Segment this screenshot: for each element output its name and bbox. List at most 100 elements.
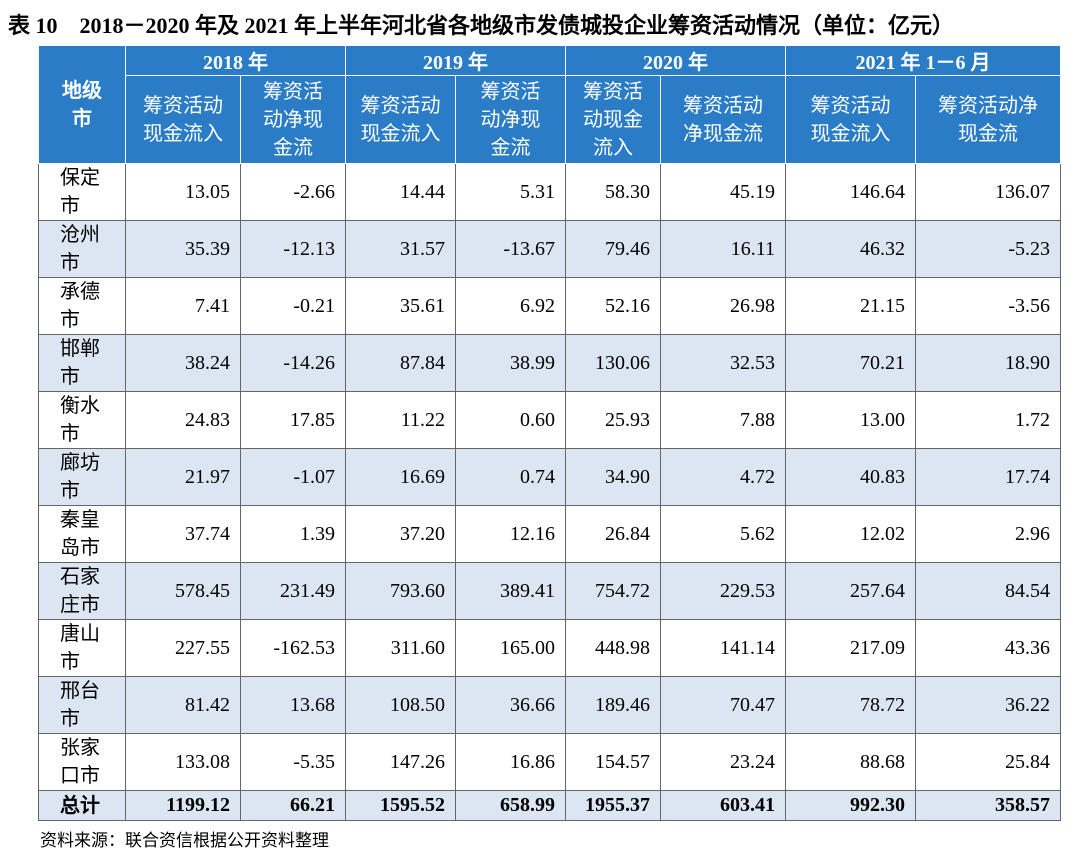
value-cell: 4.72 (660, 448, 786, 506)
value-cell: 227.55 (125, 619, 241, 677)
table-row: 张家口市 133.08 -5.35 147.26 16.86 154.57 23.24 88.… (38, 733, 1061, 791)
sub-header: 筹资活动净现金流 (455, 75, 566, 164)
value-cell: 141.14 (660, 619, 786, 677)
value-cell: -162.53 (240, 619, 346, 677)
value-cell: 7.88 (660, 391, 786, 449)
value-cell: 311.60 (345, 619, 456, 677)
value-cell: 87.84 (345, 334, 456, 392)
table-row: 衡水市 24.83 17.85 11.22 0.60 25.93 7.88 13.00 1.72 (38, 391, 1061, 449)
value-cell: 1.72 (915, 391, 1061, 449)
total-value: 992.30 (785, 790, 916, 821)
city-name: 石家庄市 (60, 566, 100, 616)
city-name: 邢台市 (60, 680, 100, 730)
total-label-cell: 总计 (38, 790, 126, 821)
city-name: 承德市 (60, 281, 100, 331)
year-header: 2020 年 (565, 45, 786, 76)
value-cell: 38.24 (125, 334, 241, 392)
value-cell: 23.24 (660, 733, 786, 791)
city-cell: 邢台市 (38, 676, 126, 734)
header-cell: 地级市 (38, 45, 126, 164)
city-cell: 张家口市 (38, 733, 126, 791)
sub-header-text: 筹资活动现金流入 (583, 80, 643, 159)
value-cell: 2.96 (915, 505, 1061, 563)
value-cell: 34.90 (565, 448, 661, 506)
city-cell: 唐山市 (38, 619, 126, 677)
sub-header-text: 筹资活动净现金流 (938, 94, 1038, 145)
value-cell: 389.41 (455, 562, 566, 620)
city-cell: 石家庄市 (38, 562, 126, 620)
value-cell: -14.26 (240, 334, 346, 392)
year-header: 2021 年 1－6 月 (785, 45, 1061, 76)
value-cell: 0.60 (455, 391, 566, 449)
value-cell: 11.22 (345, 391, 456, 449)
value-cell: 24.83 (125, 391, 241, 449)
value-cell: 70.21 (785, 334, 916, 392)
value-cell: 38.99 (455, 334, 566, 392)
city-cell: 邯郸市 (38, 334, 126, 392)
total-row: 总计 1199.12 66.21 1595.52 658.99 1955.37 603.41… (38, 790, 1061, 821)
value-cell: 36.22 (915, 676, 1061, 734)
value-cell: 6.92 (455, 277, 566, 335)
value-cell: 12.16 (455, 505, 566, 563)
total-value: 1955.37 (565, 790, 661, 821)
value-cell: 37.74 (125, 505, 241, 563)
city-name: 沧州市 (60, 224, 100, 274)
value-cell: 5.31 (455, 163, 566, 221)
value-cell: 5.62 (660, 505, 786, 563)
value-cell: 16.11 (660, 220, 786, 278)
table-row: 承德市 7.41 -0.21 35.61 6.92 52.16 26.98 21.15 -3.5… (38, 277, 1061, 335)
city-cell: 衡水市 (38, 391, 126, 449)
table-row: 廊坊市 21.97 -1.07 16.69 0.74 34.90 4.72 40.83 17.7… (38, 448, 1061, 506)
value-cell: 229.53 (660, 562, 786, 620)
value-cell: 40.83 (785, 448, 916, 506)
year-header: 2018 年 (125, 45, 346, 76)
city-cell: 承德市 (38, 277, 126, 335)
value-cell: -0.21 (240, 277, 346, 335)
value-cell: 793.60 (345, 562, 456, 620)
value-cell: -5.35 (240, 733, 346, 791)
value-cell: 448.98 (565, 619, 661, 677)
value-cell: -12.13 (240, 220, 346, 278)
total-value: 1199.12 (125, 790, 241, 821)
value-cell: 17.74 (915, 448, 1061, 506)
value-cell: 17.85 (240, 391, 346, 449)
value-cell: 578.45 (125, 562, 241, 620)
value-cell: 18.90 (915, 334, 1061, 392)
value-cell: 13.68 (240, 676, 346, 734)
value-cell: 257.64 (785, 562, 916, 620)
city-name: 秦皇岛市 (60, 509, 100, 559)
total-value: 358.57 (915, 790, 1061, 821)
value-cell: 14.44 (345, 163, 456, 221)
sub-header: 筹资活动现金流入 (785, 75, 916, 164)
value-cell: 58.30 (565, 163, 661, 221)
value-cell: 70.47 (660, 676, 786, 734)
sub-header-text: 筹资活动净现金流 (480, 80, 541, 159)
table-row: 邯郸市 38.24 -14.26 87.84 38.99 130.06 32.53 70.21… (38, 334, 1061, 392)
sub-header: 筹资活动净现金流 (660, 75, 786, 164)
table-title: 表 10 2018－2020 年及 2021 年上半年河北省各地级市发债城投企业… (8, 13, 955, 38)
region-header: 地级市 (62, 79, 102, 130)
table-row: 唐山市 227.55 -162.53 311.60 165.00 448.98 141.14… (38, 619, 1061, 677)
value-cell: 189.46 (565, 676, 661, 734)
value-cell: 26.98 (660, 277, 786, 335)
city-name: 衡水市 (60, 395, 100, 445)
sub-header-text: 筹资活动净现金流 (683, 94, 763, 145)
city-cell: 廊坊市 (38, 448, 126, 506)
city-name: 保定市 (60, 167, 100, 217)
value-cell: 31.57 (345, 220, 456, 278)
sub-header-text: 筹资活动净现金流 (263, 80, 323, 159)
value-cell: 1.39 (240, 505, 346, 563)
value-cell: 165.00 (455, 619, 566, 677)
value-cell: 754.72 (565, 562, 661, 620)
value-cell: -5.23 (915, 220, 1061, 278)
sub-header: 筹资活动净现金流 (915, 75, 1061, 164)
value-cell: 36.66 (455, 676, 566, 734)
value-cell: 88.68 (785, 733, 916, 791)
value-cell: -1.07 (240, 448, 346, 506)
sub-header-text: 筹资活动现金流入 (810, 94, 891, 145)
value-cell: 21.97 (125, 448, 241, 506)
city-cell: 保定市 (38, 163, 126, 221)
value-cell: 81.42 (125, 676, 241, 734)
table-row: 沧州市 35.39 -12.13 31.57 -13.67 79.46 16.11 46.32… (38, 220, 1061, 278)
